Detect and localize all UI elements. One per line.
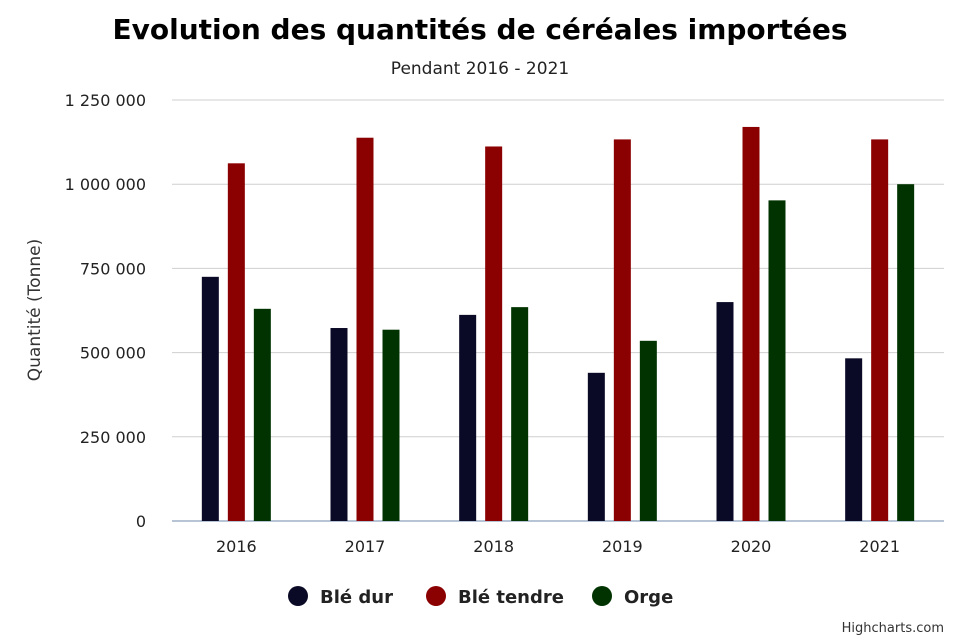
legend-marker	[592, 586, 612, 606]
bar-bl-tendre-2016[interactable]	[227, 163, 245, 521]
x-tick-label: 2017	[345, 537, 386, 556]
y-tick-label: 500 000	[80, 344, 146, 363]
bar-bl-dur-2018[interactable]	[459, 314, 477, 521]
legend-marker	[288, 586, 308, 606]
bar-orge-2020[interactable]	[768, 200, 786, 521]
bar-bl-dur-2017[interactable]	[330, 328, 348, 521]
legend-marker	[426, 586, 446, 606]
x-tick-label: 2021	[859, 537, 900, 556]
bar-orge-2019[interactable]	[639, 340, 657, 521]
legend: Blé dur Blé tendre Orge	[288, 586, 673, 608]
bar-bl-dur-2016[interactable]	[201, 276, 219, 521]
x-tick-label: 2019	[602, 537, 643, 556]
chart-subtitle: Pendant 2016 - 2021	[391, 59, 569, 79]
bar-bl-dur-2020[interactable]	[716, 302, 734, 521]
gridlines	[172, 99, 944, 522]
y-tick-label: 1 000 000	[65, 175, 146, 194]
bar-bl-tendre-2019[interactable]	[613, 139, 631, 522]
bar-orge-2017[interactable]	[382, 329, 400, 521]
legend-item-bl-dur[interactable]: Blé dur	[288, 586, 393, 608]
chart-title: Evolution des quantités de céréales impo…	[112, 13, 847, 46]
y-tick-label: 750 000	[80, 259, 146, 278]
bar-orge-2016[interactable]	[253, 308, 271, 521]
legend-item-bl-tendre[interactable]: Blé tendre	[426, 586, 564, 608]
bar-orge-2018[interactable]	[511, 307, 529, 521]
bar-bl-tendre-2018[interactable]	[485, 146, 503, 521]
bar-bl-dur-2019[interactable]	[587, 372, 605, 521]
bar-bl-dur-2021[interactable]	[845, 358, 863, 521]
credits-link[interactable]: Highcharts.com	[842, 621, 944, 636]
y-tick-label: 250 000	[80, 428, 146, 447]
legend-item-orge[interactable]: Orge	[592, 586, 673, 608]
y-axis-ticks: 0 250 000 500 000 750 000 1 000 000 1 250 000	[65, 91, 146, 531]
y-tick-label: 1 250 000	[65, 91, 146, 110]
x-tick-label: 2016	[216, 537, 257, 556]
x-tick-label: 2018	[473, 537, 514, 556]
bar-bl-tendre-2017[interactable]	[356, 137, 374, 521]
y-tick-label: 0	[136, 512, 146, 531]
x-tick-label: 2020	[731, 537, 772, 556]
y-axis-title: Quantité (Tonne)	[25, 239, 45, 381]
bars	[201, 126, 915, 522]
legend-label: Blé dur	[320, 587, 393, 608]
x-axis-ticks: 2016 2017 2018 2019 2020 2021	[216, 537, 900, 556]
bar-bl-tendre-2021[interactable]	[871, 139, 889, 522]
legend-label: Blé tendre	[458, 587, 564, 608]
bar-bl-tendre-2020[interactable]	[742, 126, 760, 521]
legend-label: Orge	[624, 587, 673, 608]
bar-orge-2021[interactable]	[897, 184, 915, 521]
